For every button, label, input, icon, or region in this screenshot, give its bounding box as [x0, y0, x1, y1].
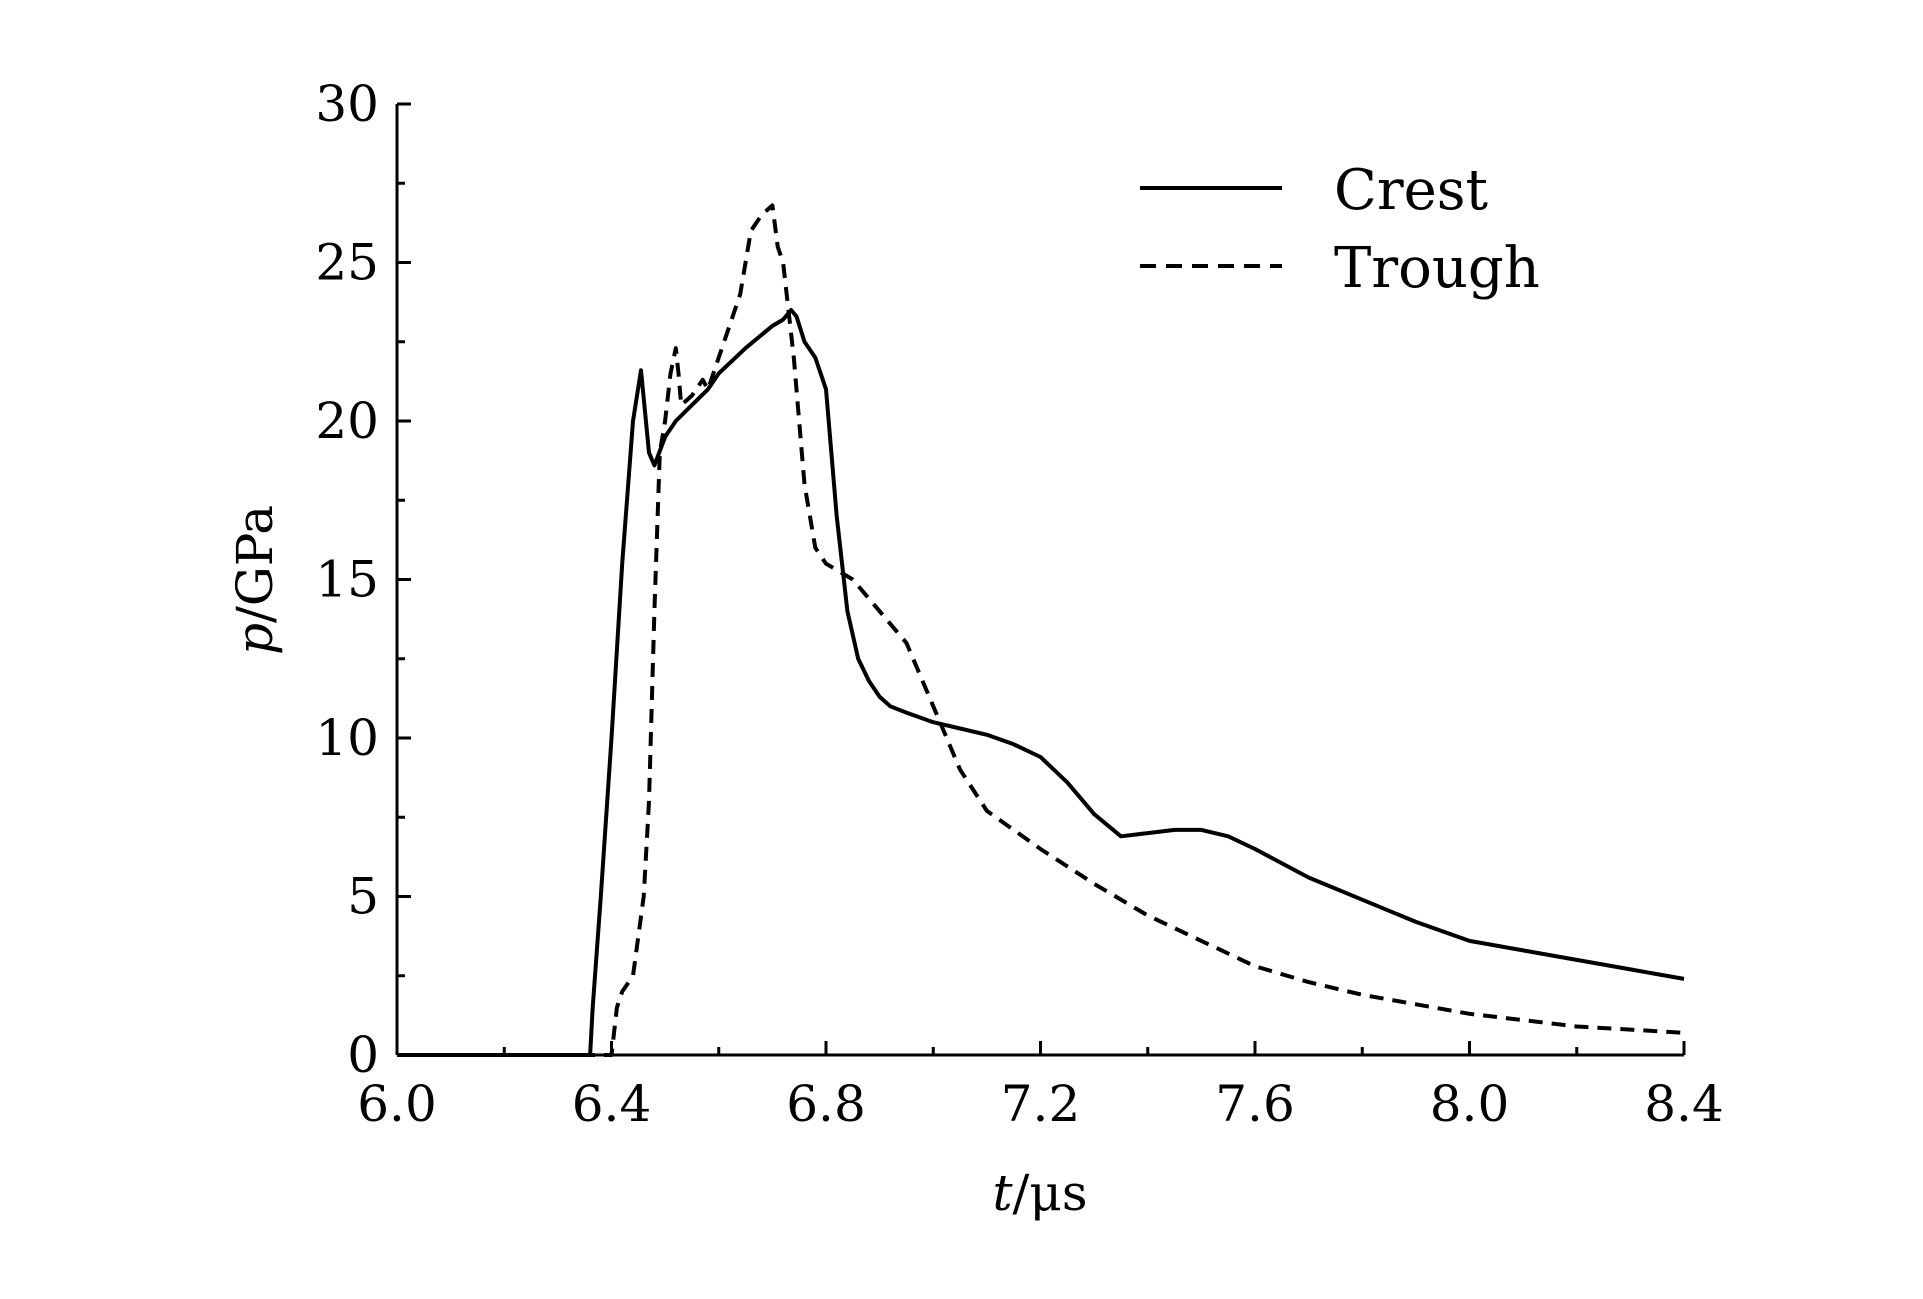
- y-tick-label: 0: [347, 1026, 379, 1084]
- y-tick-label: 20: [315, 392, 379, 450]
- x-tick-label: 8.4: [1644, 1075, 1724, 1133]
- x-tick-label: 6.0: [357, 1075, 437, 1133]
- x-axis-unit: /μs: [1013, 1164, 1088, 1222]
- y-tick-label: 10: [315, 709, 379, 767]
- y-axis-var: p: [226, 623, 284, 655]
- x-tick-label: 7.6: [1215, 1075, 1295, 1133]
- y-axis-unit: /GPa: [226, 505, 284, 623]
- legend: Crest Trough: [1140, 158, 1540, 301]
- y-tick-label: 5: [347, 868, 379, 926]
- series-layer: [397, 203, 1685, 1057]
- y-ticks: 0 5 10 15 20 25 30: [315, 75, 411, 1084]
- x-axis-var: t: [992, 1164, 1013, 1222]
- x-tick-label: 8.0: [1430, 1075, 1510, 1133]
- x-ticks: 6.0 6.4 6.8 7.2 7.6 8.0 8.4: [357, 1041, 1724, 1133]
- legend-label-crest: Crest: [1334, 158, 1488, 223]
- series-line-crest: [397, 308, 1685, 1057]
- y-tick-label: 15: [315, 551, 379, 609]
- x-tick-label: 6.8: [786, 1075, 866, 1133]
- legend-label-trough: Trough: [1334, 236, 1540, 301]
- x-tick-label: 7.2: [1001, 1075, 1081, 1133]
- y-axis-title: p/GPa: [226, 505, 284, 655]
- x-tick-label: 6.4: [572, 1075, 652, 1133]
- y-tick-label: 25: [315, 234, 379, 292]
- series-line-trough: [397, 203, 1685, 1057]
- plot-area: 6.0 6.4 6.8 7.2 7.6 8.0 8.4 0 5 10 15 20 25 30: [315, 75, 1723, 1133]
- x-axis-title: t/μs: [992, 1164, 1087, 1222]
- y-tick-label: 30: [315, 75, 379, 133]
